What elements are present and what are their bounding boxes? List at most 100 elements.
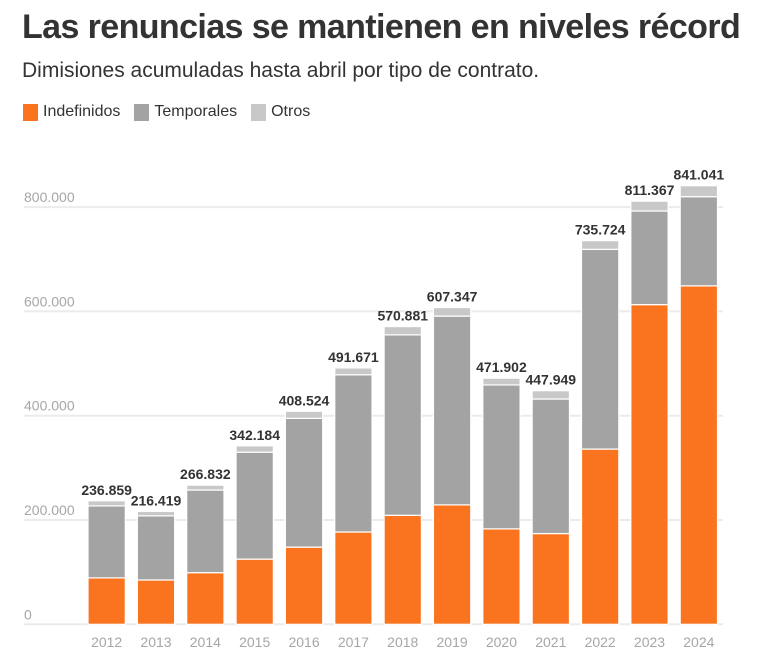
bar-segment-indefinidos[interactable] — [186, 572, 225, 625]
bar-segment-otros[interactable] — [531, 390, 571, 400]
legend-label-temporales: Temporales — [154, 103, 238, 120]
bar-segment-otros[interactable] — [136, 510, 176, 517]
bar-segment-indefinidos[interactable] — [679, 285, 719, 625]
bar-segment-indefinidos[interactable] — [284, 546, 324, 625]
bar-segment-temporales[interactable] — [87, 505, 126, 579]
x-tick-label: 2015 — [239, 634, 270, 650]
bar-2020[interactable] — [482, 377, 521, 625]
bar-2021[interactable] — [531, 390, 571, 625]
bar-segment-temporales[interactable] — [630, 210, 669, 306]
legend-item-otros[interactable]: Otros — [251, 103, 310, 121]
bar-segment-temporales[interactable] — [334, 374, 373, 533]
total-label: 471.902 — [476, 359, 527, 375]
bar-2019[interactable] — [432, 306, 472, 625]
bar-2013[interactable] — [136, 510, 176, 625]
bar-segment-temporales[interactable] — [186, 489, 225, 574]
total-label: 447.949 — [525, 372, 576, 388]
bar-segment-otros[interactable] — [186, 484, 225, 491]
legend-swatch-otros — [251, 103, 267, 121]
total-label: 342.184 — [229, 427, 280, 443]
bar-segment-otros[interactable] — [334, 367, 373, 376]
bar-segment-indefinidos[interactable] — [383, 514, 423, 625]
y-tick-label: 200.000 — [24, 502, 75, 518]
total-label: 408.524 — [279, 392, 330, 408]
bar-segment-indefinidos[interactable] — [432, 504, 472, 625]
bar-segment-otros[interactable] — [679, 185, 719, 198]
legend: Indefinidos Temporales Otros — [23, 103, 324, 121]
bar-segment-otros[interactable] — [580, 240, 620, 250]
x-tick-label: 2022 — [585, 634, 616, 650]
x-tick-label: 2018 — [387, 634, 418, 650]
bar-segment-otros[interactable] — [235, 445, 274, 453]
bar-segment-otros[interactable] — [432, 306, 472, 317]
x-axis-ticks: 2012 2013 2014 2015 2016 2017 2018 2019 2020 2021… — [91, 634, 715, 650]
bar-segment-otros[interactable] — [630, 200, 669, 212]
total-label: 570.881 — [377, 308, 428, 324]
bar-2012[interactable] — [87, 500, 126, 625]
bar-segment-indefinidos[interactable] — [235, 558, 274, 625]
bar-segment-indefinidos[interactable] — [482, 528, 521, 625]
bar-segment-otros[interactable] — [284, 410, 324, 419]
bar-segment-temporales[interactable] — [432, 315, 472, 506]
bars — [87, 185, 719, 625]
bar-2015[interactable] — [235, 445, 274, 625]
bar-segment-otros[interactable] — [482, 377, 521, 386]
x-tick-label: 2012 — [91, 634, 122, 650]
y-axis-ticks: 0 200.000 400.000 600.000 800.000 — [24, 189, 75, 622]
x-tick-label: 2024 — [683, 634, 714, 650]
bar-segment-temporales[interactable] — [531, 398, 571, 535]
y-tick-label: 800.000 — [24, 189, 75, 205]
x-tick-label: 2021 — [535, 634, 566, 650]
x-tick-label: 2020 — [486, 634, 517, 650]
total-label: 236.859 — [81, 482, 132, 498]
legend-label-indefinidos: Indefinidos — [43, 103, 121, 120]
legend-swatch-temporales — [134, 103, 150, 121]
x-tick-label: 2017 — [338, 634, 369, 650]
chart-subtitle: Dimisiones acumuladas hasta abril por ti… — [22, 59, 540, 82]
bar-segment-indefinidos[interactable] — [531, 532, 571, 625]
bar-segment-indefinidos[interactable] — [87, 577, 126, 625]
bar-segment-otros[interactable] — [87, 500, 126, 507]
bar-2014[interactable] — [186, 484, 225, 625]
bar-2023[interactable] — [630, 200, 669, 625]
legend-swatch-indefinidos — [23, 103, 38, 121]
total-label: 216.419 — [131, 492, 182, 508]
bar-segment-indefinidos[interactable] — [630, 304, 669, 625]
bar-segment-temporales[interactable] — [136, 515, 176, 581]
legend-label-otros: Otros — [271, 103, 311, 120]
bar-segment-indefinidos[interactable] — [334, 531, 373, 625]
bar-segment-temporales[interactable] — [383, 334, 423, 516]
bar-segment-temporales[interactable] — [679, 196, 719, 287]
bar-segment-temporales[interactable] — [580, 248, 620, 450]
y-tick-label: 400.000 — [24, 398, 75, 414]
legend-item-indefinidos[interactable]: Indefinidos — [23, 103, 120, 121]
bar-segment-indefinidos[interactable] — [136, 579, 176, 625]
bar-segment-temporales[interactable] — [284, 417, 324, 548]
total-label: 841.041 — [674, 167, 725, 183]
bar-segment-temporales[interactable] — [482, 384, 521, 530]
legend-item-temporales[interactable]: Temporales — [134, 103, 237, 121]
bar-segment-otros[interactable] — [383, 325, 423, 336]
bar-2024[interactable] — [679, 185, 719, 625]
x-tick-label: 2013 — [140, 634, 171, 650]
bar-2016[interactable] — [284, 410, 324, 625]
chart-title: Las renuncias se mantienen en niveles ré… — [22, 8, 741, 46]
y-tick-label: 0 — [24, 606, 32, 622]
bar-2018[interactable] — [383, 325, 423, 625]
total-label: 735.724 — [575, 222, 626, 238]
bar-segment-indefinidos[interactable] — [580, 448, 620, 625]
bar-2022[interactable] — [580, 240, 620, 625]
total-label: 607.347 — [427, 289, 478, 305]
bar-segment-temporales[interactable] — [235, 451, 274, 560]
total-label: 811.367 — [625, 182, 675, 198]
x-tick-label: 2023 — [634, 634, 665, 650]
total-label: 491.671 — [328, 349, 379, 365]
x-tick-label: 2019 — [437, 634, 468, 650]
total-label: 266.832 — [180, 466, 231, 482]
x-tick-label: 2014 — [190, 634, 221, 650]
x-tick-label: 2016 — [288, 634, 319, 650]
bar-2017[interactable] — [334, 367, 373, 625]
y-tick-label: 600.000 — [24, 293, 75, 309]
